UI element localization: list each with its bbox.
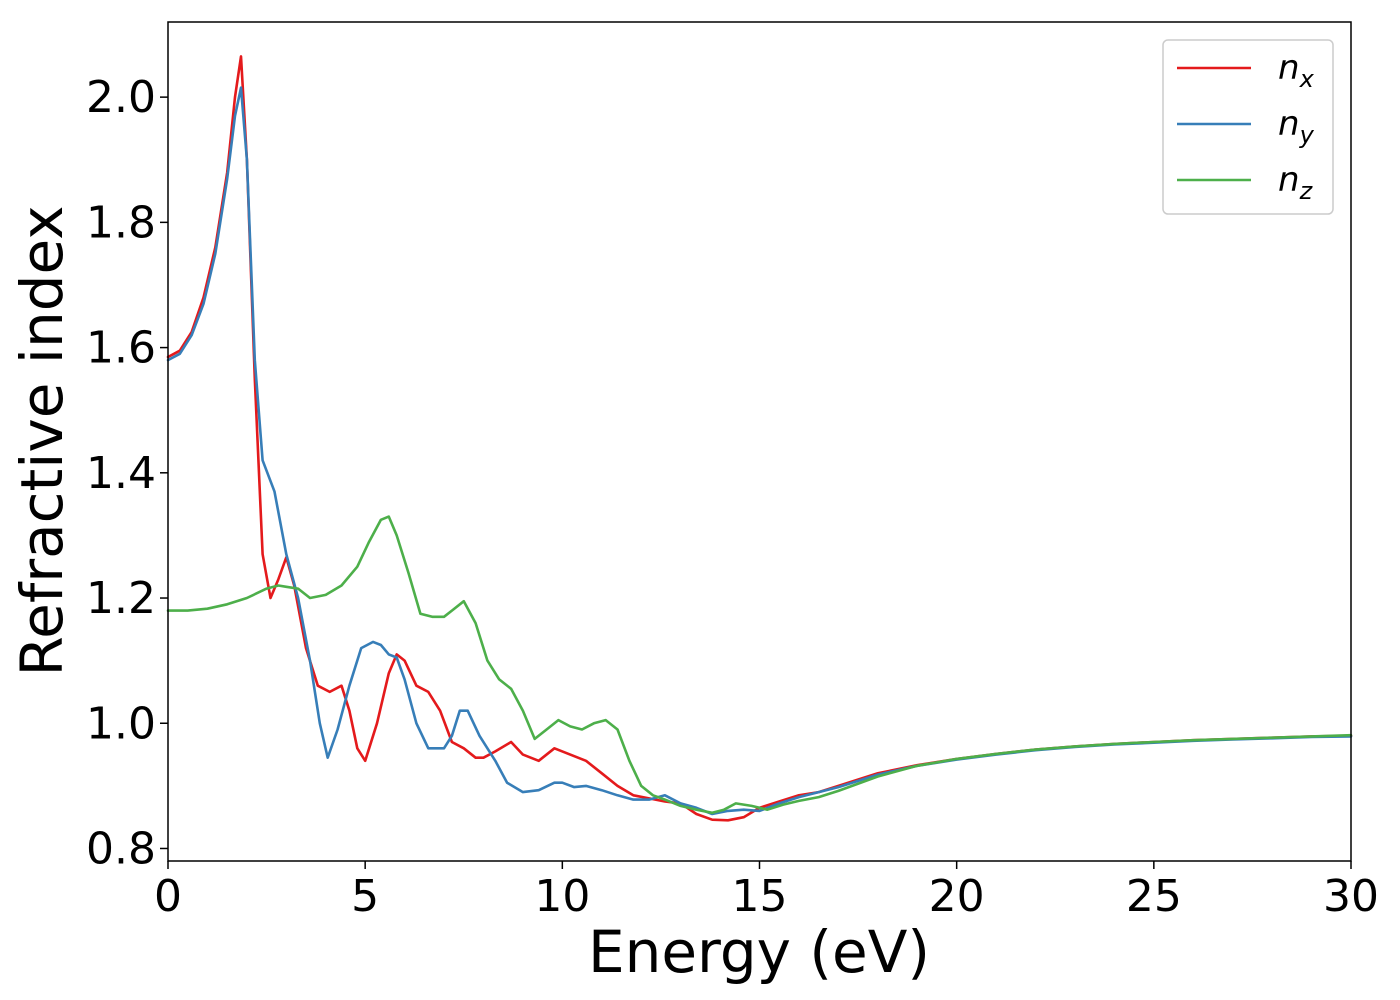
series-layer xyxy=(166,55,1353,822)
legend-label-subscript: y xyxy=(1299,121,1315,149)
y-tick-label: 1.0 xyxy=(86,698,156,749)
legend-label-base: n xyxy=(1278,104,1300,144)
legend-label: nz xyxy=(1278,160,1314,205)
x-axis: 0 5 10 15 20 25 30 xyxy=(154,861,1379,922)
x-tick-label: 5 xyxy=(351,871,379,922)
y-axis: 0.8 1.0 1.2 1.4 1.6 1.8 2.0 xyxy=(86,72,168,874)
series-line-z xyxy=(166,515,1353,815)
legend-label-base: n xyxy=(1278,160,1300,200)
y-tick-label: 1.8 xyxy=(86,197,156,248)
x-tick-label: 10 xyxy=(534,871,590,922)
legend-label-base: n xyxy=(1278,48,1300,88)
x-axis-title: Energy (eV) xyxy=(588,918,930,986)
x-tick-label: 20 xyxy=(929,871,985,922)
legend-label-subscript: x xyxy=(1299,65,1315,93)
legend-label: ny xyxy=(1278,104,1315,149)
y-tick-label: 1.6 xyxy=(86,323,156,374)
legend-frame xyxy=(1162,39,1334,215)
y-tick-label: 0.8 xyxy=(86,823,156,874)
x-tick-label: 15 xyxy=(732,871,788,922)
legend-item-z: nz xyxy=(1177,160,1314,205)
legend-item-y: ny xyxy=(1177,104,1315,149)
x-tick-label: 0 xyxy=(154,871,182,922)
legend-item-x: nx xyxy=(1177,48,1315,93)
x-tick-label: 30 xyxy=(1323,871,1379,922)
legend-label-subscript: z xyxy=(1299,177,1314,205)
y-tick-label: 1.2 xyxy=(86,573,156,624)
x-tick-label: 25 xyxy=(1126,871,1182,922)
y-tick-label: 2.0 xyxy=(86,72,156,123)
y-axis-title: Refractive index xyxy=(8,205,76,676)
y-tick-label: 1.4 xyxy=(86,448,156,499)
legend-label: nx xyxy=(1278,48,1315,93)
